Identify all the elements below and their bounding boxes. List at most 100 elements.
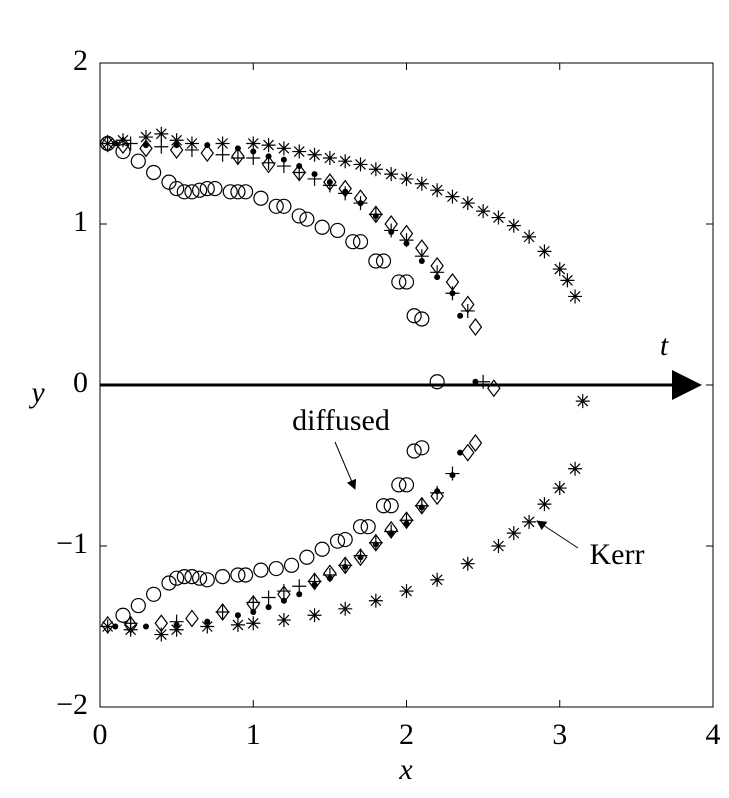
marker-circle	[268, 560, 284, 577]
marker-diamond	[468, 318, 483, 337]
marker-asterisk	[100, 136, 115, 151]
marker-diamond	[231, 147, 245, 166]
marker-circle	[169, 180, 185, 197]
y-tick-label: −1	[56, 527, 88, 560]
marker-asterisk	[184, 136, 199, 151]
marker-circle	[161, 575, 177, 591]
marker-plus	[414, 498, 429, 513]
marker-circle	[368, 253, 384, 269]
marker-diamond	[200, 144, 215, 163]
marker-dot	[457, 312, 464, 319]
y-tick-label: 1	[73, 205, 88, 238]
marker-circle	[176, 184, 192, 200]
marker-diamond	[384, 215, 398, 233]
marker-circle	[237, 184, 254, 200]
marker-circle	[130, 597, 146, 614]
marker-circle	[329, 222, 346, 239]
marker-circle	[299, 211, 315, 227]
marker-diamond	[100, 134, 115, 153]
marker-plus	[353, 196, 368, 211]
marker-asterisk	[246, 136, 261, 151]
marker-circle	[115, 607, 131, 623]
marker-plus	[261, 590, 276, 605]
marker-circle	[253, 562, 269, 578]
marker-asterisk	[537, 497, 552, 512]
marker-circle	[192, 182, 208, 198]
marker-circle	[329, 533, 346, 549]
marker-asterisk	[353, 157, 368, 172]
marker-plus	[445, 286, 460, 301]
x-tick-label: 1	[246, 718, 261, 751]
marker-diamond	[139, 139, 153, 158]
marker-asterisk	[246, 616, 261, 631]
marker-diamond	[430, 487, 444, 506]
marker-asterisk	[307, 608, 322, 623]
marker-diamond	[399, 511, 414, 530]
marker-circle	[237, 567, 254, 583]
marker-asterisk	[215, 136, 230, 151]
marker-circle	[375, 498, 392, 514]
marker-diamond	[430, 256, 444, 275]
marker-circle	[146, 164, 162, 181]
marker-asterisk	[552, 262, 567, 277]
marker-asterisk	[430, 183, 445, 198]
marker-circle	[199, 572, 215, 588]
marker-diamond	[369, 533, 383, 552]
y-tick-label: 0	[73, 366, 88, 399]
marker-asterisk	[560, 273, 575, 288]
x-tick-label: 3	[552, 718, 567, 751]
marker-diamond	[307, 572, 322, 591]
marker-diamond	[185, 609, 199, 628]
marker-asterisk	[506, 526, 521, 541]
marker-asterisk	[430, 572, 445, 587]
marker-asterisk	[292, 144, 307, 159]
marker-dot	[142, 142, 149, 149]
marker-circle	[429, 374, 445, 390]
marker-asterisk	[552, 481, 567, 496]
marker-plus	[338, 186, 353, 201]
marker-diamond	[116, 136, 130, 155]
marker-circle	[337, 531, 353, 548]
marker-circle	[215, 568, 231, 585]
marker-circle	[398, 274, 415, 290]
marker-circle	[360, 519, 376, 535]
marker-circle	[230, 184, 246, 200]
marker-asterisk	[230, 617, 245, 632]
marker-circle	[345, 234, 361, 250]
marker-circle	[130, 153, 146, 169]
marker-dot	[234, 612, 241, 619]
marker-plus	[276, 159, 291, 174]
marker-asterisk	[169, 133, 184, 148]
marker-circle	[283, 557, 300, 573]
marker-diamond	[415, 239, 429, 258]
marker-plus	[292, 165, 307, 180]
annotation-arrow	[334, 441, 357, 490]
marker-diamond	[353, 189, 368, 208]
marker-plus	[445, 466, 460, 481]
marker-circle	[314, 541, 330, 557]
marker-asterisk	[506, 218, 521, 233]
marker-diamond	[487, 379, 501, 398]
marker-circle	[398, 477, 415, 493]
marker-diamond	[468, 433, 483, 452]
marker-diamond	[461, 295, 475, 314]
marker-diamond	[399, 224, 414, 243]
marker-plus	[399, 233, 414, 248]
marker-diamond	[353, 548, 368, 567]
annotation: t	[660, 329, 669, 362]
marker-diamond	[415, 496, 429, 515]
marker-asterisk	[491, 210, 506, 225]
marker-diamond	[338, 179, 352, 198]
marker-dot	[472, 378, 479, 385]
marker-circle	[184, 568, 200, 585]
annotation: diffused	[292, 404, 390, 437]
marker-plus	[292, 579, 307, 594]
marker-circle	[352, 519, 369, 535]
marker-circle	[414, 440, 430, 456]
marker-asterisk	[445, 189, 460, 204]
marker-asterisk	[368, 162, 383, 177]
marker-circle	[299, 549, 315, 565]
marker-diamond	[445, 272, 460, 291]
marker-asterisk	[368, 593, 383, 608]
